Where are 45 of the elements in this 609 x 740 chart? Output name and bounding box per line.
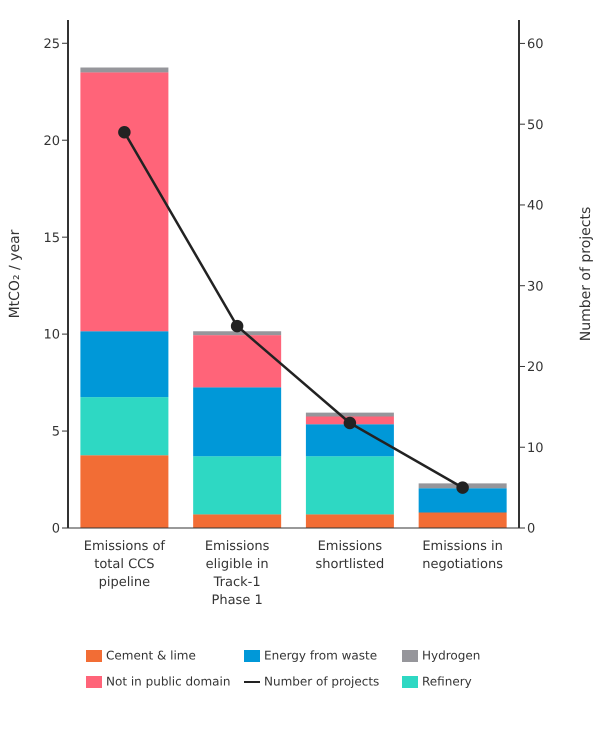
bar: [306, 424, 394, 456]
x-tick-label: Emissions eligible in Track-1 Phase 1: [204, 539, 270, 608]
y-tick-label: 0: [52, 522, 60, 537]
legend-label: Energy from waste: [264, 648, 378, 662]
x-tick-label: Emissions in negotiations: [422, 539, 504, 572]
y2-tick-label: 20: [527, 360, 544, 376]
bar: [418, 488, 507, 512]
bar: [80, 331, 168, 398]
bar: [193, 456, 282, 514]
bar: [306, 456, 394, 514]
bar: [80, 68, 168, 72]
bar: [80, 455, 168, 528]
y2-tick-label: 10: [527, 440, 544, 456]
bar: [80, 72, 168, 332]
y2-tick-label: 40: [527, 198, 544, 214]
y-tick-label: 15: [43, 230, 60, 246]
y2-axis-title: Number of projects: [578, 206, 594, 342]
legend-label: Number of projects: [264, 674, 380, 688]
y-tick-label: 10: [43, 328, 60, 343]
bar: [306, 412, 394, 417]
bar: [306, 514, 394, 528]
x-tick-label: Emissions shortlisted: [315, 539, 384, 572]
point: [118, 126, 131, 139]
bar: [418, 512, 507, 528]
x-tick-label: Emissions of total CCS pipeline: [84, 539, 166, 590]
bar: [193, 514, 282, 528]
y2-tick-label: 60: [527, 37, 544, 52]
legend-label: Hydrogen: [422, 648, 480, 662]
legend-label: Refinery: [422, 674, 472, 688]
bar: [193, 331, 282, 336]
point: [344, 416, 356, 430]
bar: [193, 387, 282, 456]
y2-tick-label: 30: [527, 279, 544, 294]
bar: [193, 335, 282, 388]
point: [230, 320, 244, 332]
bar: [80, 397, 168, 456]
legend-label: Cement & lime: [106, 648, 196, 662]
y2-tick-label: 0: [527, 522, 536, 537]
y-axis-title: MtCO₂ / year: [6, 229, 23, 318]
y2-tick-label: 50: [527, 118, 544, 133]
y-tick-label: 25: [43, 36, 60, 52]
legend-label: Not in public domain: [106, 674, 230, 688]
point: [456, 481, 469, 494]
y-tick-label: 5: [52, 424, 60, 440]
y-tick-label: 20: [43, 134, 60, 149]
